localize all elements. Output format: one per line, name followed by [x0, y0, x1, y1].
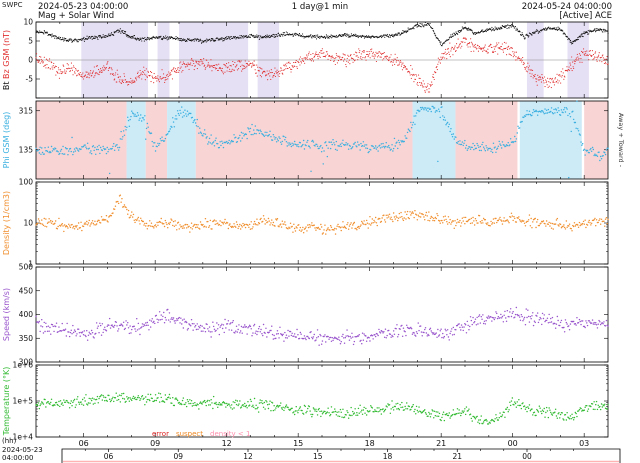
svg-text:09: 09 — [150, 439, 160, 448]
svg-text:1e+6: 1e+6 — [13, 361, 34, 370]
svg-text:315: 315 — [19, 106, 34, 115]
svg-text:09: 09 — [173, 452, 183, 461]
agency-label: SWPC — [2, 1, 23, 9]
svg-text:21: 21 — [452, 452, 462, 461]
svg-text:300: 300 — [19, 358, 34, 367]
svg-text:06: 06 — [104, 452, 114, 461]
svg-text:00: 00 — [522, 452, 532, 461]
svg-text:-5: -5 — [26, 75, 34, 84]
svg-text:10: 10 — [23, 18, 33, 27]
svg-text:450: 450 — [19, 286, 34, 295]
svg-text:Away + Toward -: Away + Toward - — [617, 113, 625, 168]
plot-title: Mag + Solar Wind — [38, 11, 115, 21]
svg-text:Density (1/cm3): Density (1/cm3) — [2, 191, 11, 255]
svg-text:18: 18 — [383, 452, 393, 461]
svg-text:1e+5: 1e+5 — [13, 397, 34, 406]
svg-text:0: 0 — [28, 56, 33, 65]
svg-text:1: 1 — [28, 260, 33, 269]
legend-item: error — [152, 430, 169, 438]
svg-text:Temperature (°K): Temperature (°K) — [2, 367, 11, 437]
x-axis-start-date: 2024-05-23 — [2, 446, 43, 454]
svg-text:500: 500 — [19, 263, 34, 272]
svg-text:350: 350 — [19, 334, 34, 343]
svg-text:5: 5 — [28, 37, 33, 46]
svg-text:15: 15 — [293, 439, 303, 448]
plot-resolution: 1 day@1 min — [291, 2, 349, 12]
svg-text:10: 10 — [23, 219, 33, 228]
svg-text:Phi GSM (deg): Phi GSM (deg) — [2, 112, 11, 169]
svg-text:03: 03 — [579, 439, 589, 448]
svg-text:21: 21 — [436, 439, 446, 448]
svg-text:18: 18 — [365, 439, 375, 448]
legend-item: suspect — [175, 430, 204, 438]
quality-legend: error suspect density < 1 — [152, 430, 257, 438]
svg-text:15: 15 — [313, 452, 323, 461]
svg-text:12: 12 — [222, 439, 232, 448]
svg-text:Speed (km/s): Speed (km/s) — [2, 288, 11, 341]
svg-text:100: 100 — [19, 178, 34, 187]
plot-start-time: 2024-05-23 04:00:00 — [38, 2, 129, 12]
svg-text:Bt Bz GSM (nT): Bt Bz GSM (nT) — [2, 30, 11, 90]
data-source-status: [Active] ACE — [559, 11, 612, 21]
svg-text:06: 06 — [79, 439, 89, 448]
legend-item: density < 1 — [210, 430, 251, 438]
svg-text:00: 00 — [508, 439, 518, 448]
svg-text:400: 400 — [19, 310, 34, 319]
svg-text:12: 12 — [243, 452, 253, 461]
svg-text:1e+4: 1e+4 — [13, 433, 34, 442]
plot-end-time: 2024-05-24 04:00:00 — [521, 2, 612, 12]
svg-text:135: 135 — [19, 145, 34, 154]
x-axis-start-time: 04:00:00 — [2, 454, 34, 462]
x-axis-unit-label: (hh) — [2, 437, 17, 445]
